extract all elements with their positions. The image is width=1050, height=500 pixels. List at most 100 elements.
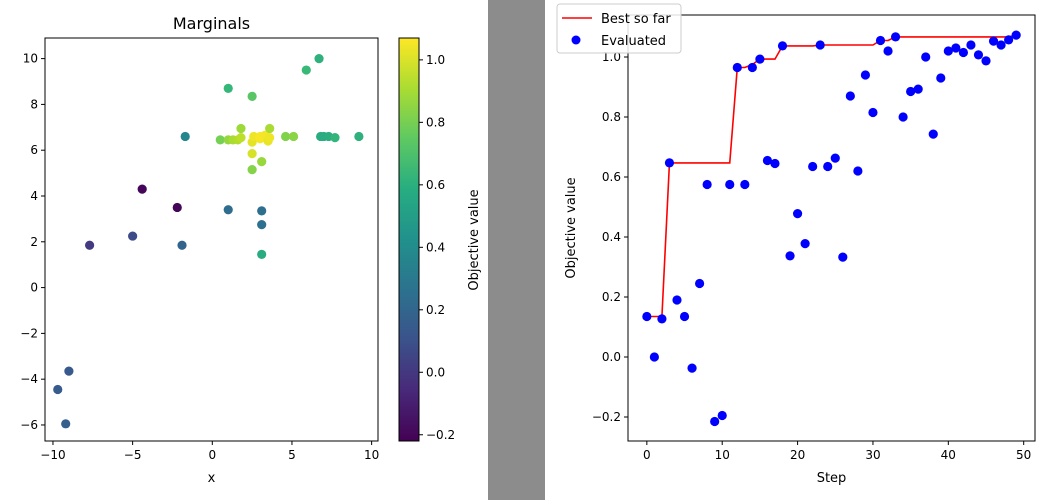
evaluated-point <box>672 295 682 305</box>
evaluated-point <box>853 166 863 176</box>
x-tick-label: −5 <box>124 448 142 462</box>
evaluated-point <box>747 62 757 73</box>
evaluated-point <box>845 91 855 101</box>
y-tick-label: 10 <box>23 52 38 66</box>
evaluated-point <box>664 158 675 168</box>
best-so-far-line <box>646 34 1017 318</box>
evaluated-point <box>800 239 810 249</box>
scatter-point <box>280 131 291 142</box>
evaluated-point <box>785 251 795 261</box>
colorbar-tick-label: 0.6 <box>426 178 445 192</box>
scatter-point <box>257 220 267 230</box>
scatter-point <box>354 131 364 142</box>
y-tick-label: 2 <box>30 235 38 249</box>
colorbar: −0.2 0.0 0.2 0.4 0.6 0.8 1.0 Objective value <box>398 37 482 442</box>
progress-x-axis-label: Step <box>817 471 847 486</box>
progress-y-ticks: −0.20.00.20.40.60.81.0 <box>592 50 628 424</box>
scatter-point <box>247 91 257 101</box>
evaluated-point <box>838 252 848 262</box>
colorbar-tick-label: −0.2 <box>426 428 455 442</box>
y-tick-label: 4 <box>30 189 38 203</box>
progress-legend[interactable]: Best so far Evaluated <box>556 3 682 54</box>
y-tick-label: 6 <box>30 143 38 157</box>
evaluated-point <box>762 155 773 166</box>
evaluated-point <box>921 52 931 62</box>
evaluated-point <box>823 161 833 172</box>
evaluated-point <box>913 84 923 94</box>
colorbar-gradient <box>398 37 420 442</box>
scatter-point <box>236 133 246 143</box>
marginals-x-ticks: −10 −5 0 5 10 <box>40 441 379 462</box>
scatter-point <box>265 123 275 134</box>
evaluated-point <box>755 54 765 64</box>
y-tick-label: 0 <box>30 281 38 295</box>
evaluated-point <box>966 40 976 50</box>
evaluated-point <box>875 35 886 46</box>
progress-y-axis-label: Objective value <box>564 177 579 278</box>
evaluated-point <box>958 47 968 58</box>
evaluated-point <box>732 62 742 73</box>
scatter-point <box>85 240 95 250</box>
colorbar-tick-label: 0.8 <box>426 115 445 129</box>
x-tick-label: 5 <box>288 448 296 462</box>
y-tick-label: −6 <box>20 418 38 432</box>
legend-box <box>556 3 682 54</box>
evaluated-point <box>649 352 659 362</box>
x-tick-label: 50 <box>1016 448 1031 462</box>
evaluated-point <box>642 311 652 322</box>
x-tick-label: 10 <box>715 448 730 462</box>
colorbar-tick-label: 0.0 <box>426 365 445 379</box>
progress-chart: 0 10 20 30 40 50 −0.20.00.20.40.60.81.0 Step … <box>556 3 1036 486</box>
evaluated-point <box>740 179 750 190</box>
evaluated-point <box>1004 35 1014 45</box>
scatter-point <box>223 205 233 215</box>
scatter-point <box>64 366 74 376</box>
evaluated-point <box>951 43 961 53</box>
x-tick-label: −10 <box>40 448 65 462</box>
evaluated-point <box>792 209 803 219</box>
scatter-point <box>61 419 71 429</box>
x-tick-label: 0 <box>208 448 216 462</box>
marginals-title: Marginals <box>173 14 250 33</box>
evaluated-point <box>695 278 705 289</box>
evaluated-point <box>898 112 908 122</box>
scatter-point <box>330 133 340 143</box>
y-tick-label: 0.6 <box>602 170 621 184</box>
legend-evaluated-label: Evaluated <box>601 34 666 49</box>
evaluated-point <box>1011 30 1021 40</box>
scatter-point <box>257 157 267 167</box>
evaluated-point <box>770 158 780 169</box>
scatter-point <box>128 231 138 241</box>
evaluated-point <box>725 179 735 190</box>
evaluated-point <box>883 46 893 56</box>
y-tick-label: 0.8 <box>602 110 621 124</box>
scatter-point <box>172 202 182 213</box>
marginals-y-ticks: −6 −4 −2 0 2 4 6 8 10 <box>20 52 45 432</box>
evaluated-point <box>981 56 991 66</box>
evaluated-point <box>943 46 953 56</box>
colorbar-tick-label: 0.2 <box>426 303 445 317</box>
evaluated-point <box>777 41 788 51</box>
evaluated-point <box>936 73 946 83</box>
progress-series <box>642 30 1021 427</box>
scatter-point <box>215 135 225 145</box>
scatter-point <box>288 131 299 142</box>
panel-divider <box>488 0 545 500</box>
legend-best-so-far-label: Best so far <box>601 12 671 27</box>
scatter-point <box>177 240 187 250</box>
evaluated-point <box>717 410 727 421</box>
colorbar-ticks: −0.2 0.0 0.2 0.4 0.6 0.8 1.0 <box>419 53 455 442</box>
scatter-point <box>257 249 267 259</box>
legend-evaluated-swatch <box>571 35 581 45</box>
scatter-point <box>301 65 311 75</box>
evaluated-point <box>890 32 901 42</box>
progress-plot-area <box>627 14 1036 442</box>
scatter-point <box>180 131 190 142</box>
evaluated-point <box>973 50 984 60</box>
evaluated-point <box>868 107 878 118</box>
evaluated-point <box>687 363 697 373</box>
evaluated-point <box>830 153 840 163</box>
y-tick-label: −0.2 <box>592 410 621 424</box>
colorbar-tick-label: 0.4 <box>426 240 445 254</box>
